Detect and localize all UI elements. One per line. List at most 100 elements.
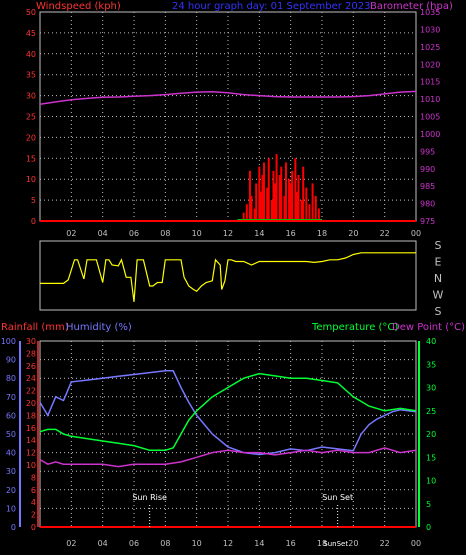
wind-bar bbox=[261, 175, 264, 221]
direction-tick-label: S bbox=[435, 239, 442, 252]
y-right-tick-label: 1025 bbox=[420, 43, 440, 52]
y-right-tick-label: 975 bbox=[420, 217, 435, 226]
y-right-tick-label: 1020 bbox=[420, 60, 440, 69]
y-right-tick-label: 1000 bbox=[420, 130, 440, 139]
wind-bar bbox=[305, 187, 308, 221]
y-right-tick-label: 1005 bbox=[420, 113, 440, 122]
direction-tick-label: W bbox=[433, 289, 444, 302]
wind-bar bbox=[267, 158, 270, 221]
x-tick-label: 18 bbox=[317, 229, 327, 238]
x-tick-label: 22 bbox=[380, 229, 390, 238]
wind-bar bbox=[300, 200, 303, 221]
rain-tick-label: 20 bbox=[26, 399, 36, 408]
x-tick-label: 20 bbox=[348, 539, 358, 548]
panel-frame bbox=[39, 240, 417, 311]
rain-tick-label: 2 bbox=[31, 511, 36, 520]
humidity-tick-label: 0 bbox=[11, 523, 16, 532]
rain-tick-label: 8 bbox=[31, 473, 36, 482]
rain-tick-label: 14 bbox=[26, 436, 36, 445]
y-left-tick-label: 20 bbox=[26, 133, 36, 142]
wind-bar bbox=[245, 204, 248, 221]
wind-bar bbox=[278, 175, 281, 221]
x-tick-label: 04 bbox=[98, 229, 108, 238]
y-left-tick-label: 30 bbox=[26, 92, 36, 101]
x-tick-label: 08 bbox=[160, 539, 170, 548]
rain-tick-label: 18 bbox=[26, 411, 36, 420]
sunset-bottom-label: SunSet bbox=[323, 540, 348, 548]
temperature-tick-label: 5 bbox=[426, 500, 431, 509]
humidity-tick-label: 100 bbox=[1, 337, 16, 346]
temperature-tick-label: 35 bbox=[426, 360, 436, 369]
y-right-tick-label: 995 bbox=[420, 147, 435, 156]
wind-bar bbox=[242, 212, 245, 221]
rainfall-axis-title: Rainfall (mm) bbox=[1, 322, 69, 333]
y-right-tick-label: 1030 bbox=[420, 25, 440, 34]
x-tick-label: 04 bbox=[98, 539, 108, 548]
y-left-tick-label: 45 bbox=[26, 29, 36, 38]
humidity-line bbox=[39, 370, 417, 456]
y-left-tick-label: 50 bbox=[26, 8, 36, 17]
wind-bar bbox=[272, 170, 275, 221]
x-tick-label: 20 bbox=[348, 229, 358, 238]
wind-bar bbox=[302, 166, 305, 221]
rain-tick-label: 28 bbox=[26, 349, 36, 358]
humidity-tick-label: 60 bbox=[6, 411, 16, 420]
x-tick-label: 10 bbox=[192, 229, 202, 238]
y-left-tick-label: 10 bbox=[26, 175, 36, 184]
wind-bar bbox=[317, 208, 320, 221]
wind-bar bbox=[289, 183, 292, 221]
dewpoint-line bbox=[39, 447, 417, 468]
rain-tick-label: 30 bbox=[26, 337, 36, 346]
x-tick-label: 10 bbox=[192, 539, 202, 548]
x-tick-label: 12 bbox=[223, 229, 233, 238]
humidity-tick-label: 90 bbox=[6, 356, 16, 365]
direction-line bbox=[40, 252, 416, 302]
direction-tick-label: S bbox=[435, 305, 442, 318]
humidity-axis-title: Humidity (%) bbox=[66, 322, 132, 333]
wind-bar bbox=[250, 195, 253, 221]
wind-bar bbox=[283, 195, 286, 221]
wind-bar bbox=[295, 191, 298, 221]
y-right-tick-label: 1015 bbox=[420, 78, 440, 87]
temperature-tick-label: 20 bbox=[426, 430, 436, 439]
barometer-line bbox=[39, 90, 417, 106]
temperature-tick-label: 30 bbox=[426, 384, 436, 393]
rain-tick-label: 10 bbox=[26, 461, 36, 470]
temperature-tick-label: 25 bbox=[426, 407, 436, 416]
y-right-tick-label: 1035 bbox=[420, 8, 440, 17]
x-tick-label: 16 bbox=[286, 229, 296, 238]
wind-bar bbox=[270, 200, 273, 221]
x-tick-label: 02 bbox=[66, 229, 76, 238]
wind-bar bbox=[280, 166, 283, 221]
y-left-tick-label: 0 bbox=[31, 217, 36, 226]
rain-tick-label: 16 bbox=[26, 424, 36, 433]
wind-bar bbox=[284, 162, 287, 221]
humidity-tick-label: 80 bbox=[6, 374, 16, 383]
temperature-line bbox=[39, 372, 417, 452]
y-left-tick-label: 40 bbox=[26, 50, 36, 59]
wind-bar bbox=[253, 208, 256, 221]
wind-bar bbox=[291, 170, 294, 221]
wind-bar bbox=[263, 162, 266, 221]
windspeed-axis-title: Windspeed (kph) bbox=[36, 1, 121, 12]
temperature-tick-label: 0 bbox=[426, 523, 431, 532]
y-left-tick-label: 25 bbox=[26, 113, 36, 122]
dewpoint-axis-title: Dew Point (°C) bbox=[392, 322, 465, 333]
y-right-tick-label: 1010 bbox=[420, 95, 440, 104]
sunset-label: Sun Set bbox=[322, 493, 353, 502]
temperature-tick-label: 10 bbox=[426, 477, 436, 486]
y-left-tick-label: 15 bbox=[26, 154, 36, 163]
wind-bar bbox=[288, 179, 291, 221]
barometer-axis-title: Barometer (hpa) bbox=[370, 1, 453, 12]
humidity-temperature-panel: 0102030405060708090100024681012141618202… bbox=[1, 337, 436, 548]
x-tick-label: 22 bbox=[380, 539, 390, 548]
wind-bar bbox=[266, 187, 269, 221]
x-tick-label: 14 bbox=[254, 539, 264, 548]
rain-tick-label: 12 bbox=[26, 449, 36, 458]
rain-tick-label: 0 bbox=[31, 523, 36, 532]
chart-date-title: 24 hour graph day: 01 September 2023 bbox=[172, 1, 370, 12]
temperature-tick-label: 40 bbox=[426, 337, 436, 346]
direction-tick-label: N bbox=[434, 272, 442, 285]
